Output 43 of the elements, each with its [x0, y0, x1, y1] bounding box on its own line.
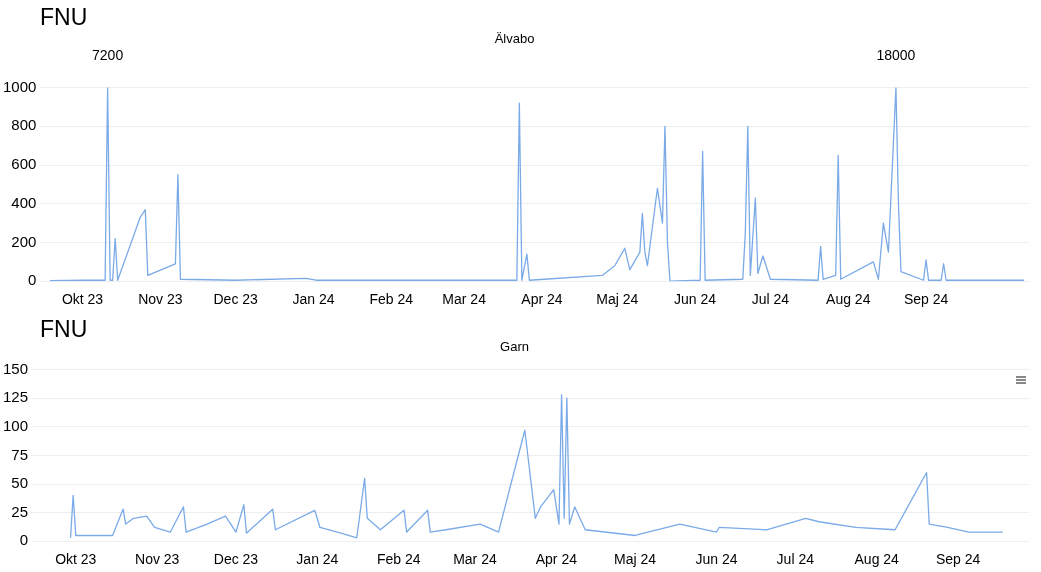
y-tick-label: 25	[11, 502, 29, 520]
y-tick-label: 600	[11, 155, 37, 173]
x-tick-label: Feb 24	[369, 291, 414, 308]
chart-title: Garn	[500, 339, 529, 355]
y-tick-label: 75	[11, 445, 29, 463]
x-tick-label: Nov 23	[138, 291, 183, 308]
y-tick-label: 50	[11, 474, 29, 492]
x-tick-label: Mar 24	[442, 291, 487, 308]
x-tick-label: Okt 23	[61, 291, 104, 308]
y-tick-label: 800	[11, 116, 37, 134]
x-tick-label: Sep 24	[935, 551, 981, 568]
y-tick-label: 0	[28, 271, 37, 289]
x-tick-label: Jul 24	[751, 291, 790, 308]
y-tick-label: 200	[11, 232, 37, 250]
annotation: 7200	[92, 47, 124, 64]
x-tick-label: Apr 24	[535, 551, 578, 568]
x-tick-label: Maj 24	[596, 291, 639, 308]
x-tick-label: Okt 23	[55, 551, 97, 568]
annotation: 18000	[876, 47, 916, 64]
x-tick-label: Jul 24	[776, 551, 815, 568]
y-tick-label: 100	[3, 416, 29, 434]
x-tick-label: Jan 24	[292, 291, 335, 308]
x-tick-label: Sep 24	[903, 291, 949, 308]
x-tick-label: Jun 24	[695, 551, 738, 568]
y-tick-label: 1000	[2, 77, 37, 95]
x-tick-label: Dec 23	[213, 291, 259, 308]
x-tick-label: Dec 23	[213, 551, 259, 568]
y-tick-label: 400	[11, 193, 37, 211]
x-tick-label: Maj 24	[614, 551, 657, 568]
x-tick-label: Nov 23	[135, 551, 180, 568]
x-tick-label: Apr 24	[521, 291, 563, 308]
x-tick-label: Feb 24	[376, 551, 421, 568]
y-axis-title: FNU	[40, 316, 88, 343]
x-tick-label: Aug 24	[826, 291, 871, 308]
x-tick-label: Jan 24	[296, 551, 339, 568]
chart-title: Älvabo	[494, 31, 535, 47]
x-tick-label: Jun 24	[674, 291, 717, 308]
x-tick-label: Aug 24	[854, 551, 900, 568]
y-tick-label: 0	[19, 531, 29, 549]
y-tick-label: 150	[3, 359, 29, 377]
y-tick-label: 125	[3, 388, 29, 406]
x-tick-label: Mar 24	[453, 551, 497, 568]
y-axis-title: FNU	[40, 4, 88, 31]
